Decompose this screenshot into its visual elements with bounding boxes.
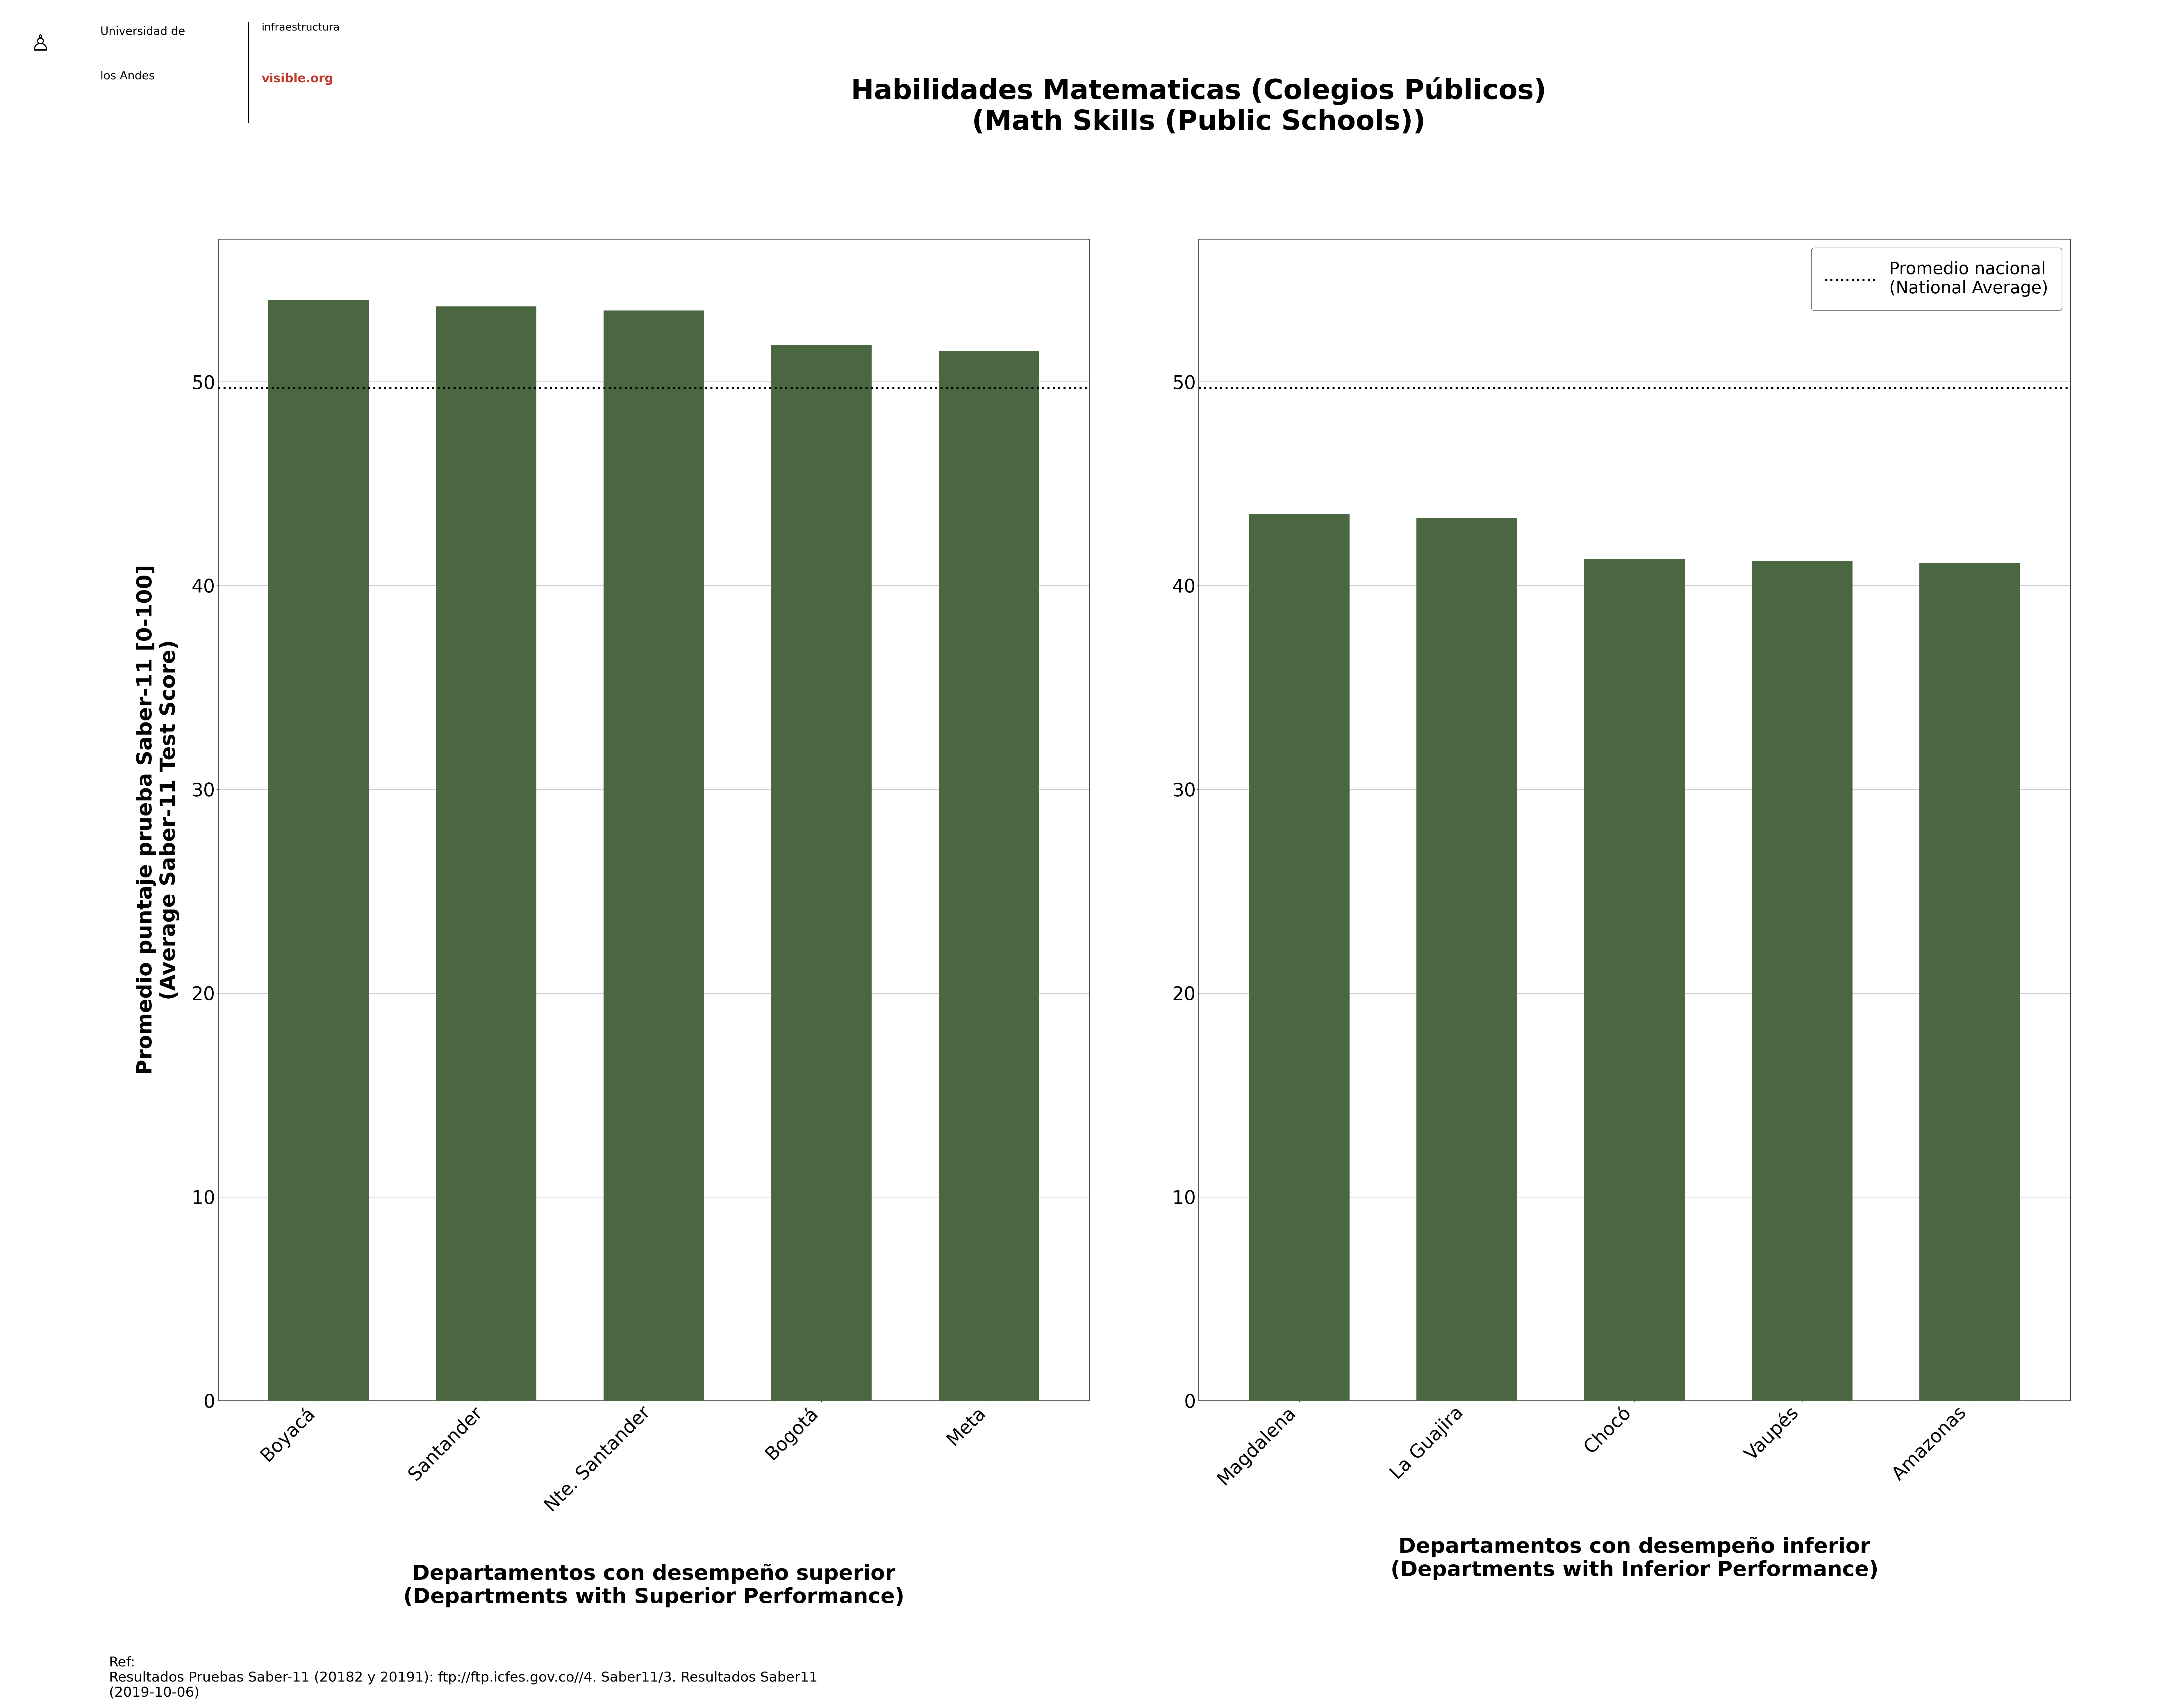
Text: los Andes: los Andes (100, 70, 155, 82)
Bar (1249, 514, 1349, 1401)
Text: Ref:
Resultados Pruebas Saber-11 (20182 y 20191): ftp://ftp.icfes.gov.co//4. Sab: Ref: Resultados Pruebas Saber-11 (20182 … (109, 1657, 817, 1699)
Bar (1584, 559, 1684, 1401)
Bar (939, 352, 1039, 1401)
Bar (1416, 518, 1517, 1401)
Legend: Promedio nacional
(National Average): Promedio nacional (National Average) (1811, 248, 2061, 311)
Text: infraestructura: infraestructura (261, 22, 340, 32)
X-axis label: Departamentos con desempeño superior
(Departments with Superior Performance): Departamentos con desempeño superior (De… (403, 1565, 904, 1607)
Text: Universidad de: Universidad de (100, 26, 185, 38)
Bar (1920, 564, 2020, 1401)
X-axis label: Departamentos con desempeño inferior
(Departments with Inferior Performance): Departamentos con desempeño inferior (De… (1390, 1537, 1878, 1580)
Bar (604, 311, 704, 1401)
Bar (771, 345, 872, 1401)
Bar (1752, 560, 1852, 1401)
Bar (436, 306, 536, 1401)
Text: ♙: ♙ (31, 34, 50, 55)
Text: visible.org: visible.org (261, 72, 333, 85)
Y-axis label: Promedio puntaje prueba Saber-11 [0-100]
(Average Saber-11 Test Score): Promedio puntaje prueba Saber-11 [0-100]… (135, 565, 179, 1074)
Text: Habilidades Matematicas (Colegios Públicos)
(Math Skills (Public Schools)): Habilidades Matematicas (Colegios Públic… (850, 77, 1547, 137)
Bar (268, 301, 368, 1401)
